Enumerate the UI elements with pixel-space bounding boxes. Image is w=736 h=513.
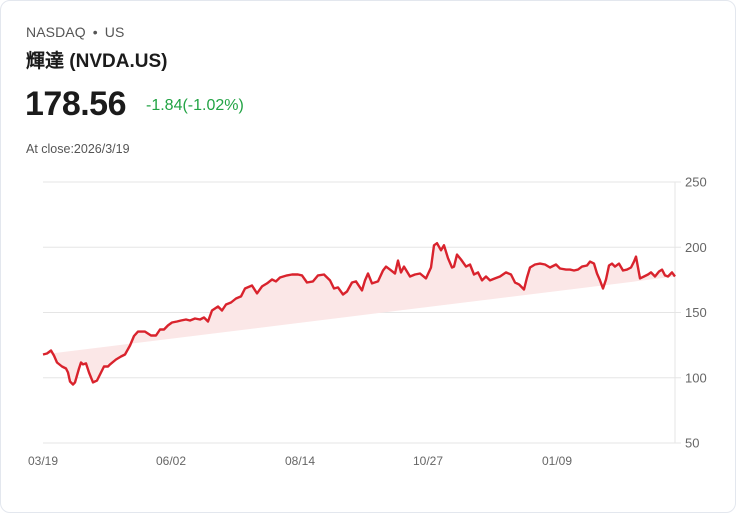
y-tick-label: 100 — [685, 370, 707, 385]
stock-name: 輝達 (NVDA.US) — [26, 51, 168, 72]
price-area-fill — [43, 243, 675, 385]
y-axis-labels: 250 200 150 100 50 — [685, 175, 707, 451]
chart-grid — [43, 181, 681, 444]
x-axis-labels: 03/19 06/02 08/14 10/27 01/09 — [28, 454, 572, 468]
x-tick-label: 10/27 — [413, 454, 443, 468]
exchange-line: NASDAQ • US — [26, 24, 124, 40]
exchange-name: NASDAQ — [26, 24, 86, 40]
price-line — [42, 242, 676, 386]
price-change: -1.84(-1.02%) — [146, 97, 244, 114]
y-tick-label: 250 — [685, 175, 707, 190]
y-tick-label: 150 — [685, 305, 707, 320]
x-tick-label: 06/02 — [156, 454, 186, 468]
close-date: At close:2026/3/19 — [26, 142, 130, 156]
stock-price: 178.56 — [25, 85, 127, 123]
separator-dot: • — [92, 24, 98, 40]
y-tick-label: 50 — [685, 436, 699, 451]
market-name: US — [104, 24, 125, 40]
x-tick-label: 08/14 — [285, 454, 315, 468]
x-tick-label: 03/19 — [28, 454, 58, 468]
y-tick-label: 200 — [685, 240, 707, 255]
x-tick-label: 01/09 — [542, 454, 572, 468]
